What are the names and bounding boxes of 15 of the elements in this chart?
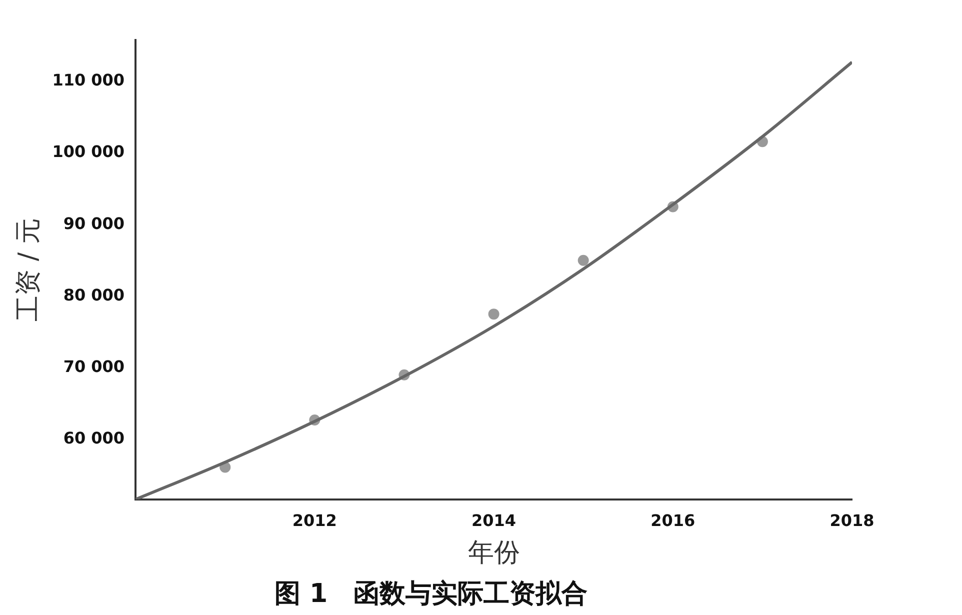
y-tick-label: 100 000 [52, 142, 125, 162]
y-tick-label: 80 000 [63, 285, 125, 304]
y-tick-label: 90 000 [63, 214, 125, 233]
point [578, 254, 589, 266]
y-tick-label: 110 000 [52, 70, 125, 90]
x-tick-label: 2018 [830, 511, 874, 530]
x-tick-label: 2016 [650, 511, 696, 530]
y-tick-label: 60 000 [63, 428, 125, 448]
x-tick-label: 2012 [292, 511, 337, 530]
y-axis-title: 工资 / 元 [13, 218, 44, 322]
y-tick-label: 70 000 [63, 356, 125, 376]
point [488, 308, 500, 320]
x-tick-label: 2014 [472, 511, 516, 530]
text: 图 1 函数与实际工资拟合 [274, 579, 588, 610]
x-axis-title: 年份 [468, 538, 520, 568]
